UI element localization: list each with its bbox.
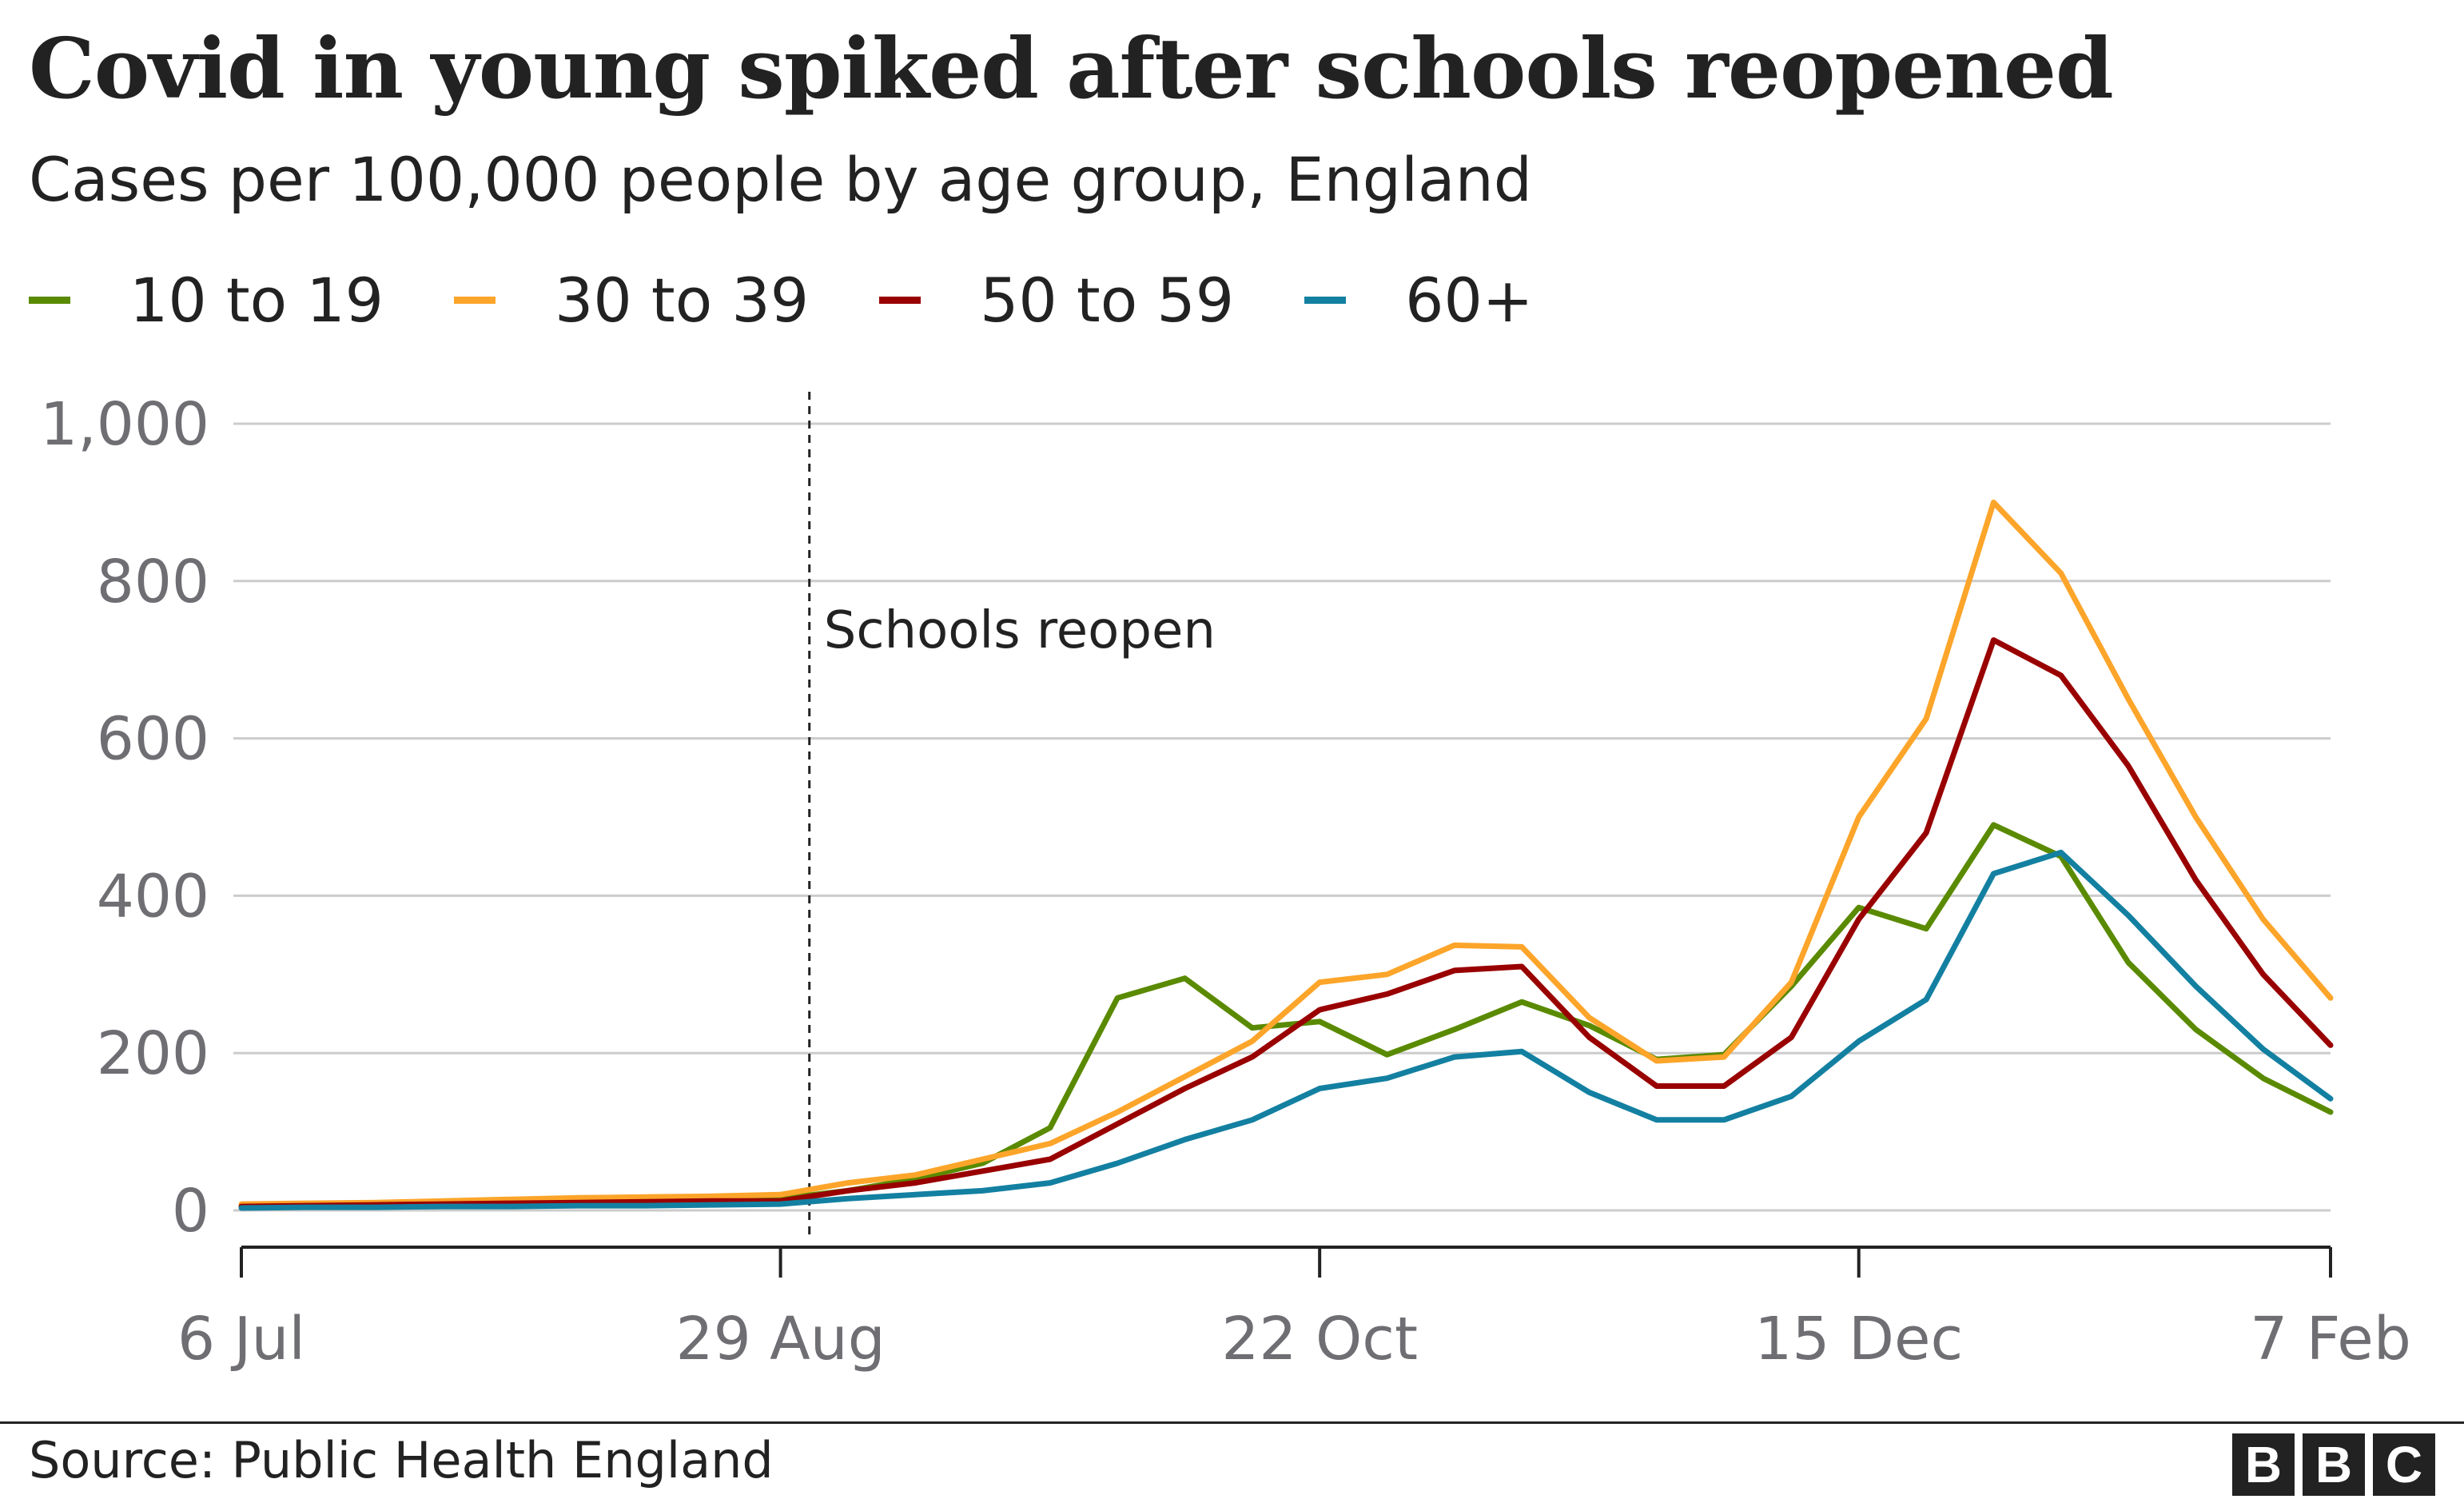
x-tick-label: 22 Oct: [1221, 1305, 1418, 1373]
legend-label-10-to-19: 10 to 19: [129, 264, 384, 336]
legend: 10 to 19 30 to 39 50 to 59 60+: [29, 264, 1603, 336]
legend-swatch-10-to-19: [29, 296, 70, 304]
legend-swatch-50-to-59: [879, 296, 922, 304]
x-tick-label: 15 Dec: [1754, 1305, 1963, 1373]
y-tick-label: 800: [97, 548, 209, 616]
bbc-logo-block: C: [2373, 1433, 2435, 1496]
line-chart: 0 200 400 600 800 1,000 6 Jul 29 Aug 22 Oct 15 De…: [40, 390, 2411, 1373]
legend-item-30-to-39: 30 to 39: [454, 265, 809, 336]
source-note: Source: Public Health England: [29, 1431, 774, 1489]
legend-label-30-to-39: 30 to 39: [555, 264, 810, 336]
y-tick-label: 0: [172, 1177, 209, 1246]
annotation-label: Schools reopen: [824, 601, 1216, 660]
bbc-logo: B B C: [2224, 1433, 2435, 1496]
chart-subtitle: Cases per 100,000 people by age group, E…: [29, 144, 1533, 215]
x-tick-label: 7 Feb: [2250, 1305, 2411, 1373]
y-tick-label: 600: [97, 705, 209, 774]
legend-swatch-60-plus: [1304, 296, 1347, 304]
y-tick-label: 400: [97, 862, 209, 931]
y-tick-label: 200: [97, 1019, 209, 1088]
x-tick-label: 29 Aug: [675, 1305, 885, 1373]
legend-item-50-to-59: 50 to 59: [879, 265, 1234, 336]
legend-label-60-plus: 60+: [1405, 264, 1534, 336]
bbc-logo-block: B: [2303, 1433, 2365, 1496]
series-line-30-to-39: [238, 499, 2334, 1207]
chart-title: Covid in young spiked after schools reop…: [29, 19, 2114, 118]
legend-item-10-to-19: 10 to 19: [29, 265, 384, 336]
series-line-10-to-19: [238, 822, 2334, 1210]
legend-item-60-plus: 60+: [1304, 265, 1533, 336]
bbc-logo-block: B: [2232, 1433, 2295, 1496]
footer-divider: [0, 1421, 2464, 1424]
x-tick-label: 6 Jul: [177, 1305, 305, 1373]
legend-swatch-30-to-39: [454, 296, 496, 304]
series-line-50-to-59: [238, 637, 2334, 1210]
legend-label-50-to-59: 50 to 59: [980, 264, 1235, 336]
series-line-60-plus: [238, 849, 2334, 1211]
y-tick-label: 1,000: [40, 390, 209, 459]
